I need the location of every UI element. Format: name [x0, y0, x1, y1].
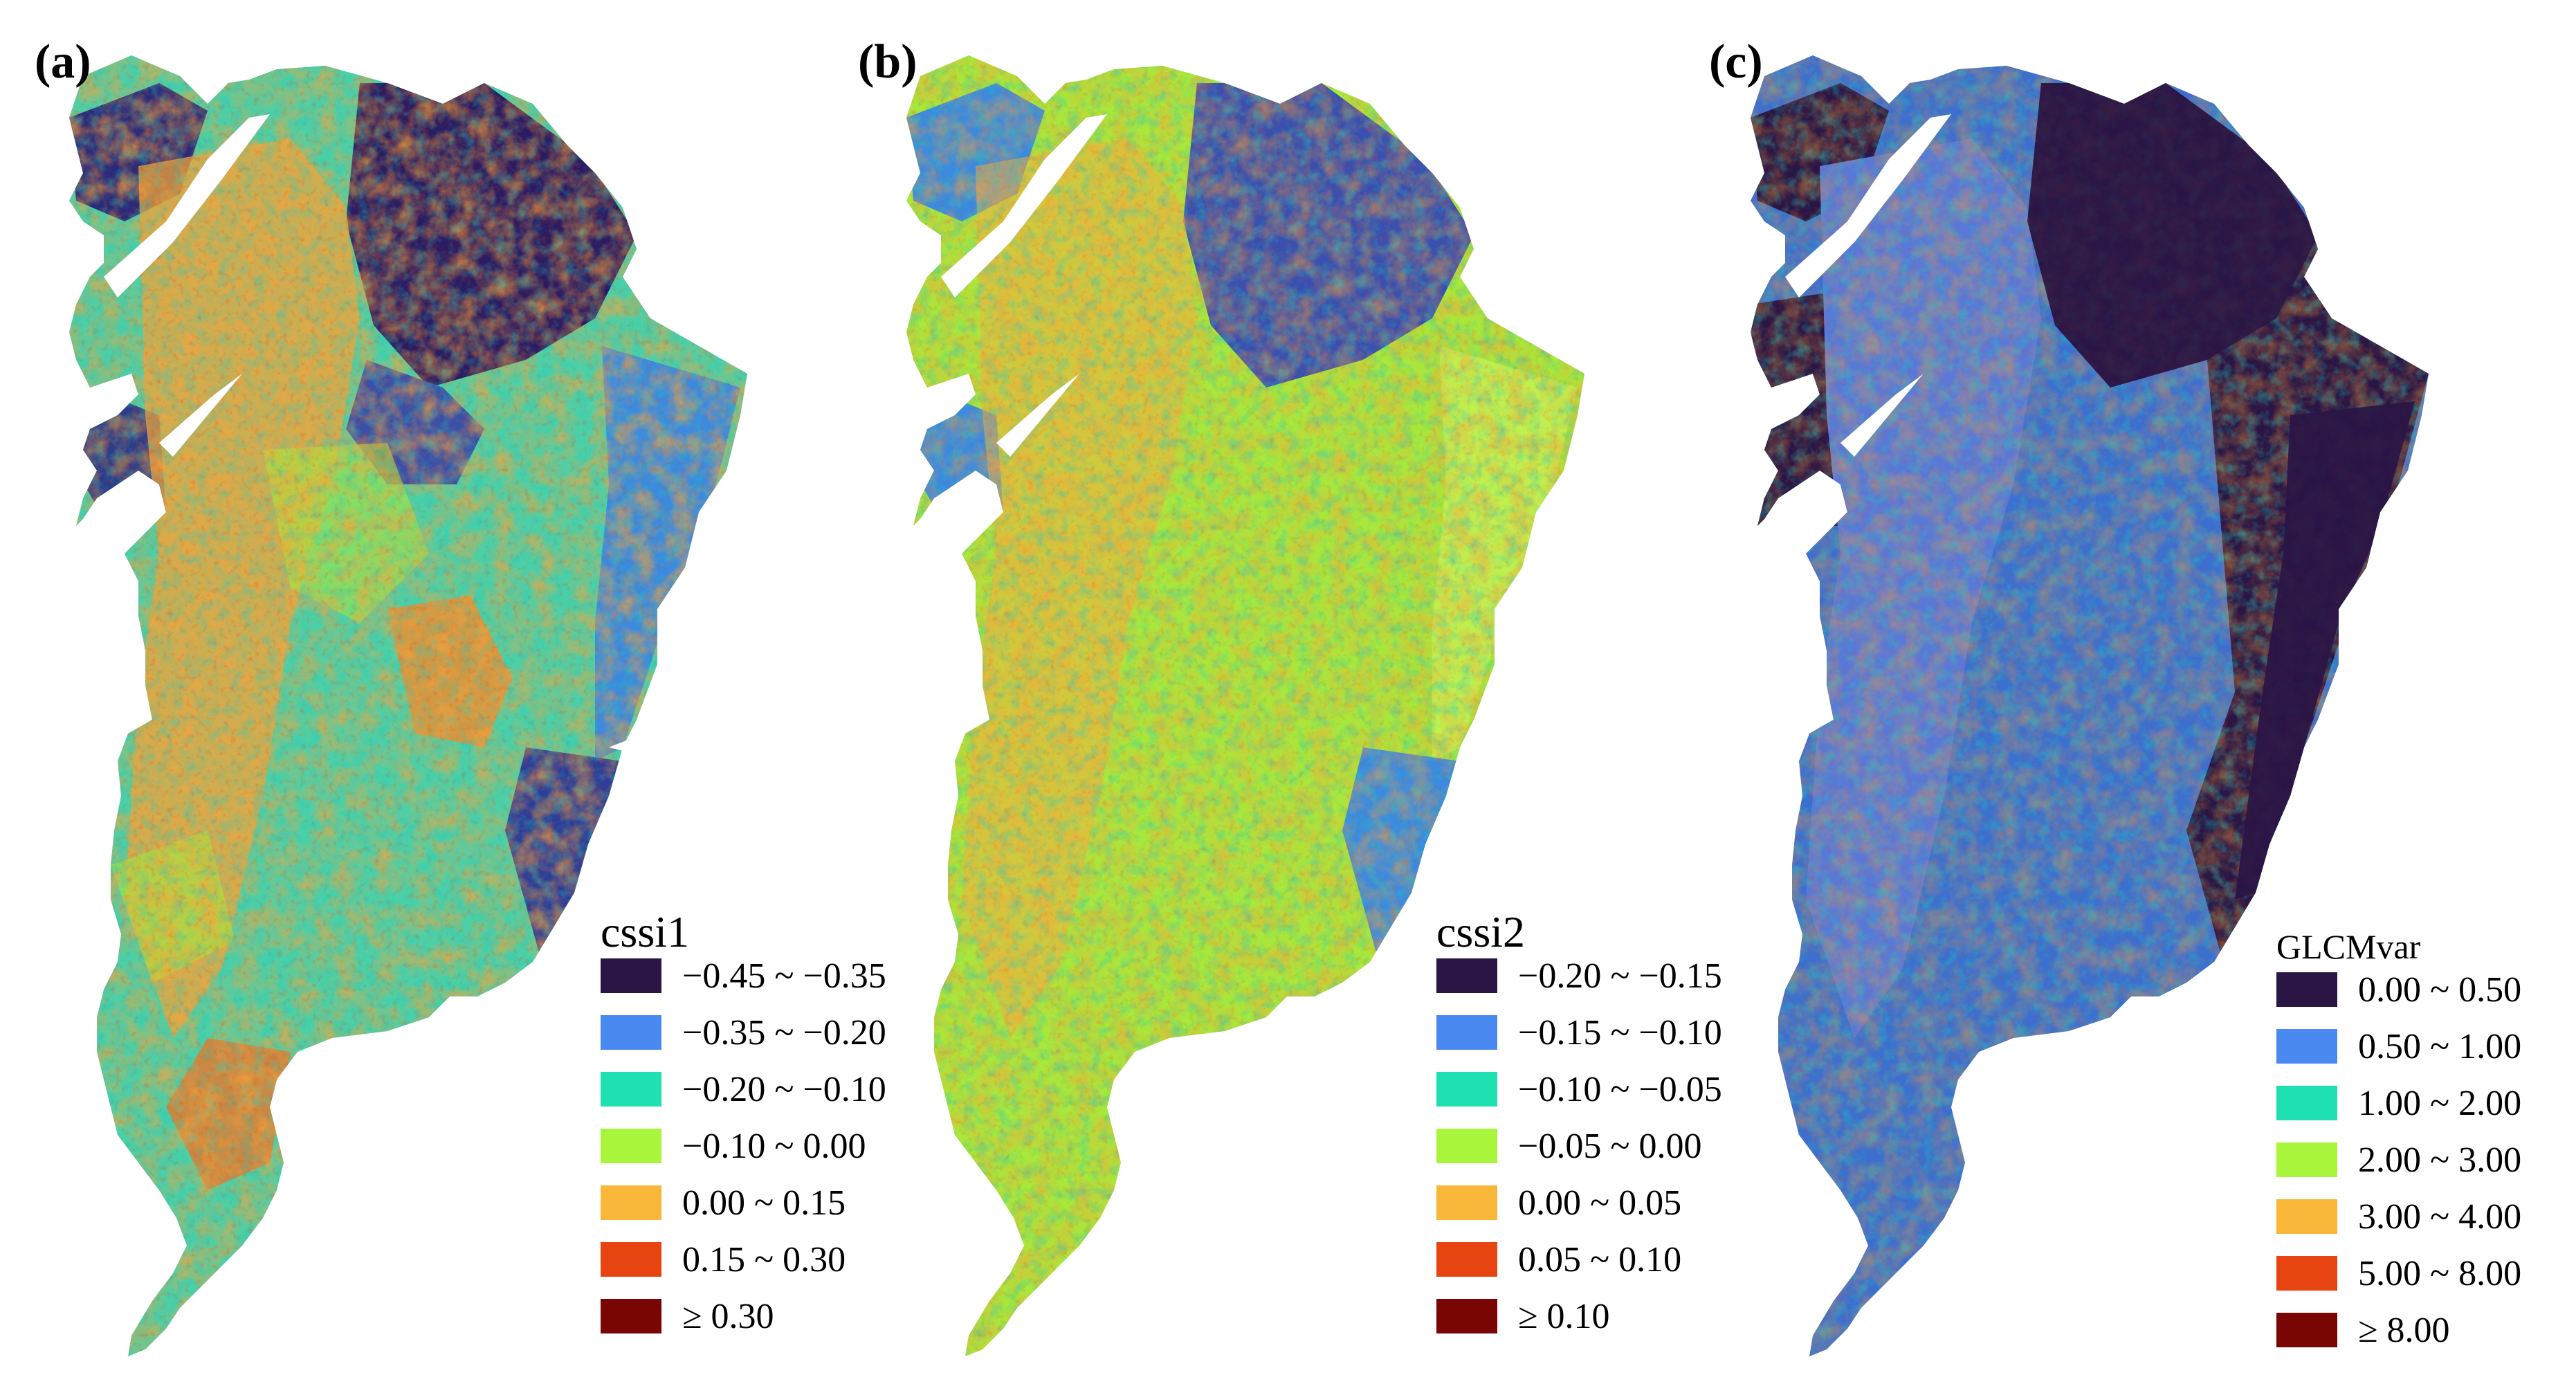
legend-swatch [601, 1185, 661, 1220]
legend-swatch [1436, 1015, 1497, 1050]
legend-label: 0.15 ~ 0.30 [682, 1240, 846, 1280]
legend-swatch [2276, 1142, 2337, 1177]
legend-swatch [2276, 1086, 2337, 1120]
legend-swatch [601, 1299, 661, 1333]
legend-label: −0.20 ~ −0.10 [682, 1070, 886, 1109]
panel-label-b: (b) [858, 35, 917, 89]
legend-swatch [1436, 1242, 1497, 1277]
legend-title: GLCMvar [2276, 927, 2421, 966]
legend-label: 0.50 ~ 1.00 [2358, 1027, 2521, 1066]
legend-swatch [601, 1242, 661, 1277]
map-panel-b [906, 55, 1584, 1356]
legend-swatch [1436, 1185, 1497, 1220]
legend-swatch [601, 1072, 661, 1107]
map-panel-a [69, 55, 747, 1356]
legend-swatch [1436, 1299, 1497, 1333]
legend-swatch [601, 1015, 661, 1050]
legend-swatch [2276, 1199, 2337, 1234]
legend-title: cssi2 [1436, 907, 1525, 956]
legend-label: 1.00 ~ 2.00 [2358, 1084, 2521, 1123]
legend-label: −0.10 ~ −0.05 [1518, 1070, 1722, 1109]
legend-swatch [2276, 1029, 2337, 1064]
legend-label: −0.35 ~ −0.20 [682, 1013, 886, 1053]
legend-label: −0.20 ~ −0.15 [1518, 956, 1722, 996]
legend-label: −0.05 ~ 0.00 [1518, 1127, 1701, 1166]
legend-c: GLCMvar 0.00 ~ 0.50 0.50 ~ 1.00 1.00 ~ 2.00… [2276, 927, 2521, 1350]
legend-label: ≥ 0.30 [682, 1297, 774, 1336]
legend-title: cssi1 [601, 907, 689, 956]
legend-swatch [2276, 1313, 2337, 1347]
panel-label-a: (a) [35, 35, 91, 89]
legend-label: 5.00 ~ 8.00 [2358, 1254, 2521, 1293]
legend-label: 0.00 ~ 0.15 [682, 1183, 846, 1223]
legend-label: 0.00 ~ 0.05 [1518, 1183, 1681, 1223]
legend-swatch [1436, 1129, 1497, 1163]
legend-label: 0.05 ~ 0.10 [1518, 1240, 1681, 1280]
legend-swatch [2276, 1256, 2337, 1291]
legend-a: cssi1−0.45 ~ −0.35 −0.35 ~ −0.20 −0.20 ~ −… [601, 907, 886, 1336]
panel-label-c: (c) [1709, 35, 1763, 89]
legend-label: −0.10 ~ 0.00 [682, 1127, 866, 1166]
legend-label: ≥ 0.10 [1518, 1297, 1610, 1336]
legend-label: −0.45 ~ −0.35 [682, 956, 886, 996]
legend-swatch [1436, 1072, 1497, 1107]
legend-swatch [2276, 972, 2337, 1007]
legend-swatch [1436, 958, 1497, 993]
legend-label: ≥ 8.00 [2358, 1311, 2450, 1350]
legend-label: 0.00 ~ 0.50 [2358, 970, 2521, 1010]
legend-label: 2.00 ~ 3.00 [2358, 1140, 2521, 1180]
legend-b: cssi2−0.20 ~ −0.15 −0.15 ~ −0.10 −0.10 ~ −… [1436, 907, 1722, 1336]
legend-swatch [601, 1129, 661, 1163]
legend-swatch [601, 958, 661, 993]
legend-label: −0.15 ~ −0.10 [1518, 1013, 1722, 1053]
legend-label: 3.00 ~ 4.00 [2358, 1197, 2521, 1237]
